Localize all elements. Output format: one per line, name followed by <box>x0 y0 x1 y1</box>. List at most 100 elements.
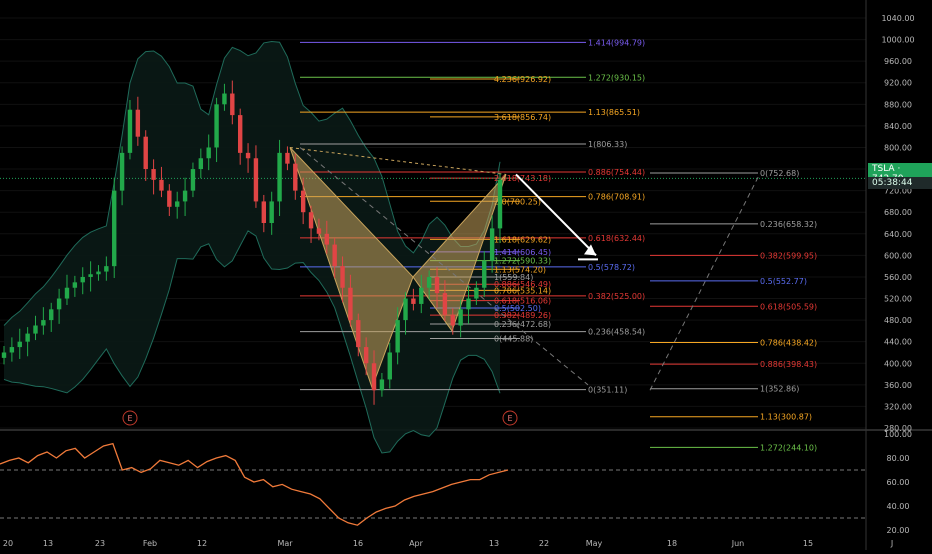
time-tick: 18 <box>667 539 677 548</box>
fib-label: 1.272(590.33) <box>494 257 551 266</box>
fib-label: 1(559.84) <box>494 273 533 282</box>
fib-label: 0.236(458.54) <box>588 328 645 337</box>
time-tick: Feb <box>143 539 157 548</box>
candle-body <box>458 309 463 326</box>
candle-body <box>308 212 314 229</box>
candle-body <box>285 152 290 164</box>
fib-label: 2.0(700.25) <box>494 197 541 206</box>
candle-body <box>387 352 392 380</box>
fib-label: 1.414(994.79) <box>588 38 645 47</box>
price-tick: 360.00 <box>884 381 912 390</box>
candle-body <box>253 158 259 202</box>
candle-body <box>135 109 141 137</box>
earnings-label: E <box>507 414 512 423</box>
price-tick: 440.00 <box>884 338 912 347</box>
time-tick: 23 <box>95 539 105 548</box>
candle-body <box>88 274 93 277</box>
candle-body <box>33 325 38 334</box>
candle-body <box>25 333 30 342</box>
projection-dash <box>649 173 761 391</box>
fib-label: 0.5(578.72) <box>588 263 635 272</box>
earnings-label: E <box>127 414 132 423</box>
time-tick: Apr <box>409 539 424 548</box>
fib-label: 0.618(632.44) <box>588 234 645 243</box>
time-tick: 12 <box>197 539 207 548</box>
candle-body <box>159 179 164 191</box>
fib-label: 1.272(930.15) <box>588 73 645 82</box>
candle-body <box>80 276 85 283</box>
fib-label: 0.5(502.50) <box>494 304 541 313</box>
fib-label-right: 1.13(300.87) <box>760 413 812 422</box>
price-tick: 560.00 <box>884 273 912 282</box>
fib-label-right: 0.236(658.32) <box>760 220 817 229</box>
rsi-panel <box>0 442 866 526</box>
candle-body <box>151 169 156 180</box>
time-tick: 13 <box>489 539 499 548</box>
rsi-tick: 40.00 <box>887 502 910 511</box>
rsi-tick: 60.00 <box>887 478 910 487</box>
candle-body <box>371 363 377 391</box>
candle-body <box>426 276 432 288</box>
fib-label: 1.618(629.62) <box>494 235 551 244</box>
fib-label: 1(806.33) <box>588 140 627 149</box>
price-tick: 480.00 <box>884 316 912 325</box>
candle-body <box>230 93 235 116</box>
candle-body <box>1 352 7 358</box>
fib-label: 0.618(516.06) <box>494 297 551 306</box>
fib-label: 0.886(754.44) <box>588 168 645 177</box>
time-tick: 13 <box>43 539 53 548</box>
fib-label: 0.236(472.68) <box>494 320 551 329</box>
candle-body <box>269 201 274 223</box>
band-lower <box>3 230 501 454</box>
candle-body <box>379 379 385 391</box>
price-tick: 1000.00 <box>881 36 914 45</box>
candle-body <box>324 233 329 245</box>
time-tick: 22 <box>539 539 549 548</box>
price-tick: 520.00 <box>884 295 912 304</box>
candle-body <box>489 228 495 261</box>
arrow-head <box>584 244 596 256</box>
candle-body <box>214 104 219 148</box>
earnings-marker <box>122 410 138 426</box>
price-tick: 680.00 <box>884 208 912 217</box>
time-tick: Mar <box>277 539 293 548</box>
candle-body <box>127 109 133 153</box>
candle-body <box>363 347 369 364</box>
fib-label-right: 1(352.86) <box>760 385 799 394</box>
time-tick: 20 <box>3 539 13 548</box>
price-tick: 720.00 <box>884 187 912 196</box>
candle-body <box>403 298 408 321</box>
fib-label: 1.13(865.51) <box>588 108 640 117</box>
candle-body <box>182 190 188 202</box>
candle-body <box>395 320 400 353</box>
candle-body <box>104 266 109 272</box>
candle-body <box>112 190 117 267</box>
price-tick: 400.00 <box>884 359 912 368</box>
fib-label: 0.786(708.91) <box>588 193 645 202</box>
projection-arrow <box>515 173 597 257</box>
price-tick: 280.00 <box>884 424 912 433</box>
candle-body <box>300 190 306 213</box>
fib-label-right: 0.382(599.95) <box>760 251 817 260</box>
candle-body <box>442 293 448 315</box>
candle-body <box>261 201 267 223</box>
candle-body <box>206 147 211 159</box>
fib-label: 0(351.11) <box>588 386 627 395</box>
fib-label-right: 0.618(505.59) <box>760 302 817 311</box>
time-tick: J <box>890 539 893 548</box>
band-upper <box>3 41 501 326</box>
price-tick: 320.00 <box>884 402 912 411</box>
candle-body <box>356 320 361 348</box>
rsi-tick: 100.00 <box>884 430 912 439</box>
candle-body <box>482 260 487 288</box>
candle-body <box>497 179 503 229</box>
candle-body <box>222 93 227 105</box>
price-tick: 1040.00 <box>881 14 914 23</box>
price-tick: 800.00 <box>884 143 912 152</box>
fib-label-right: 1.272(244.10) <box>760 443 817 452</box>
candle-body <box>167 190 172 207</box>
candle-body <box>466 298 471 310</box>
fib-label: 0(445.88) <box>494 335 533 344</box>
price-tick: 840.00 <box>884 122 912 131</box>
